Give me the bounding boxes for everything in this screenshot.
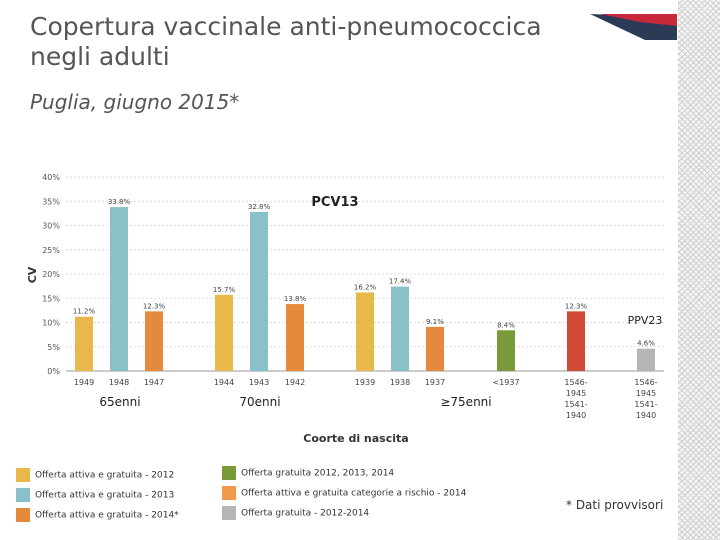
y-tick-label: 0% — [47, 367, 60, 376]
y-tick-label: 20% — [42, 270, 60, 279]
x-tick-label-10: 1546- 1945 1541- 1940 — [564, 378, 587, 420]
legend-label: Offerta attiva e gratuita - 2012 — [35, 470, 175, 481]
legend-label: Offerta gratuita 2012, 2013, 2014 — [241, 468, 395, 479]
slide-title: Copertura vaccinale anti-pneumococcica n… — [30, 12, 542, 71]
legend-item-gratuita-2012-2014: Offerta gratuita - 2012-2014 — [222, 506, 369, 520]
x-tick-label-8: 1937 — [425, 378, 445, 387]
bar-0 — [75, 316, 93, 371]
data-label-8: 9.1% — [426, 318, 444, 326]
data-label-11: 4.6% — [637, 340, 655, 348]
bar-10 — [567, 311, 585, 371]
legend-item-2012: Offerta attiva e gratuita - 2012 — [16, 468, 174, 482]
x-tick-label-4: 1943 — [249, 378, 269, 387]
x-tick-label-7: 1938 — [390, 378, 410, 387]
bar-11 — [637, 348, 655, 371]
x-tick-label-line: 1940 — [636, 411, 656, 420]
y-tick-label: 40% — [42, 173, 60, 182]
x-axis-label: Coorte di nascita — [303, 432, 408, 445]
data-label-7: 17.4% — [389, 278, 412, 286]
legend-item-2013: Offerta attiva e gratuita - 2013 — [16, 488, 174, 502]
x-tick-label-9: <1937 — [492, 378, 519, 387]
y-tick-label: 30% — [42, 222, 60, 231]
group-label-1: 70enni — [239, 395, 280, 409]
bar-2 — [145, 311, 163, 371]
y-tick-label: 5% — [47, 343, 60, 352]
x-tick-label-0: 1949 — [74, 378, 94, 387]
legend-swatch — [16, 488, 30, 502]
legend-item-2014: Offerta attiva e gratuita - 2014* — [16, 508, 179, 522]
y-tick-label: 25% — [42, 246, 60, 255]
x-tick-label-line: 1940 — [566, 411, 586, 420]
x-tick-label-3: 1944 — [214, 378, 234, 387]
bar-4 — [250, 211, 268, 371]
data-label-3: 15.7% — [213, 286, 236, 294]
bar-8 — [426, 326, 444, 371]
legend-label: Offerta attiva e gratuita - 2014* — [35, 510, 179, 521]
legend-swatch — [222, 466, 236, 480]
decorative-pattern-strip — [678, 0, 720, 540]
x-tick-label-5: 1942 — [285, 378, 305, 387]
x-tick-label-line: 1546- — [564, 378, 587, 387]
y-tick-label: 15% — [42, 294, 60, 303]
legend: Offerta attiva e gratuita - 2012 Offerta… — [16, 466, 476, 526]
chart-bars: 11.2% 1949 33.8% 1948 12.3% 1947 15.7% 1944 32.8… — [73, 198, 658, 420]
bar-6 — [356, 292, 374, 371]
bar-9 — [497, 330, 515, 371]
legend-item-rischio: Offerta attiva e gratuita categorie a ri… — [222, 486, 466, 500]
bar-3 — [215, 294, 233, 371]
corner-ribbon-red — [600, 14, 677, 26]
data-label-4: 32.8% — [248, 203, 271, 211]
group-label-2: ≥75enni — [440, 395, 491, 409]
x-tick-label-11: 1546- 1945 1541- 1940 — [634, 378, 657, 420]
legend-label: Offerta attiva e gratuita - 2013 — [35, 490, 175, 501]
data-label-9: 8.4% — [497, 321, 515, 329]
data-label-1: 33.8% — [108, 198, 131, 206]
legend-swatch — [16, 468, 30, 482]
bar-7 — [391, 286, 409, 371]
data-label-6: 16.2% — [354, 283, 377, 291]
x-tick-label-6: 1939 — [355, 378, 375, 387]
y-tick-label: 10% — [42, 319, 60, 328]
bar-1 — [110, 207, 128, 371]
data-label-10: 12.3% — [565, 302, 588, 310]
annotation-pcv13: PCV13 — [311, 195, 358, 210]
x-tick-label-line: 1541- — [564, 400, 587, 409]
slide-subtitle: Puglia, giugno 2015* — [30, 90, 240, 114]
group-label-0: 65enni — [99, 395, 140, 409]
legend-label: Offerta attiva e gratuita categorie a ri… — [241, 488, 467, 499]
x-tick-label-1: 1948 — [109, 378, 129, 387]
x-tick-label-line: 1945 — [636, 389, 656, 398]
x-tick-label-line: 1945 — [566, 389, 586, 398]
chart-axes: 0% 5% 10% 15% 20% 25% 30% 35% 40% CV Coorte di nas… — [26, 173, 664, 445]
x-tick-label-line: 1541- — [634, 400, 657, 409]
x-tick-label-line: 1546- — [634, 378, 657, 387]
bar-5 — [286, 304, 304, 371]
annotation-ppv23: PPV23 — [628, 314, 663, 327]
data-label-2: 12.3% — [143, 302, 166, 310]
data-label-5: 13.8% — [284, 295, 307, 303]
legend-item-gratuita: Offerta gratuita 2012, 2013, 2014 — [222, 466, 394, 480]
footnote: * Dati provvisori — [566, 498, 664, 512]
y-tick-label: 35% — [42, 197, 60, 206]
legend-swatch — [222, 486, 236, 500]
legend-swatch — [16, 508, 30, 522]
y-axis-label: CV — [26, 266, 39, 283]
legend-swatch — [222, 506, 236, 520]
data-label-0: 11.2% — [73, 308, 96, 316]
legend-label: Offerta gratuita - 2012-2014 — [241, 508, 370, 519]
x-tick-label-2: 1947 — [144, 378, 164, 387]
